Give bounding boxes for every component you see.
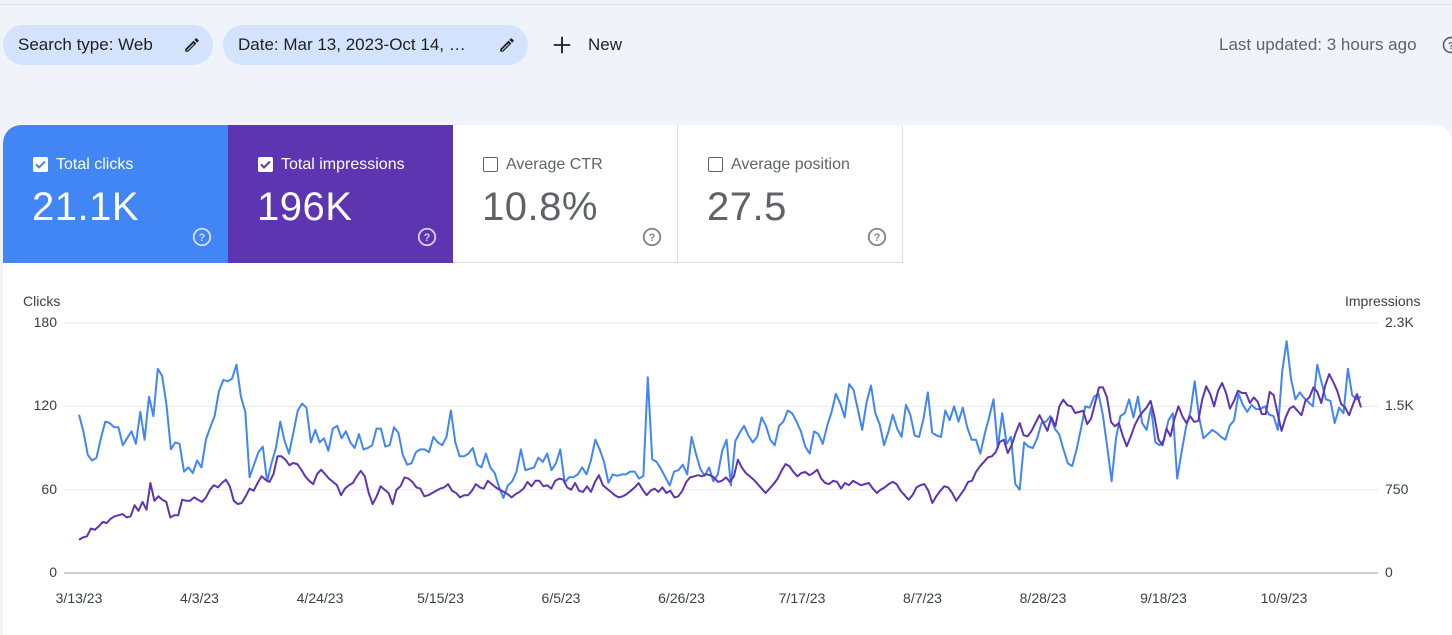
right-axis-tick: 0 <box>1385 564 1393 580</box>
new-filter-button[interactable]: New <box>551 30 622 60</box>
right-axis-tick: 2.3K <box>1385 314 1414 330</box>
search-type-filter-chip[interactable]: Search type: Web <box>3 25 213 65</box>
metric-value: 196K <box>257 185 353 229</box>
x-axis-tick: 5/15/23 <box>417 590 464 606</box>
right-axis-title: Impressions <box>1345 293 1421 309</box>
x-axis-tick: 6/5/23 <box>541 590 581 606</box>
top-divider <box>0 4 1452 5</box>
left-axis-tick: 120 <box>33 397 57 414</box>
metric-value: 21.1K <box>32 185 140 229</box>
edit-pencil-icon[interactable] <box>183 36 201 54</box>
help-icon[interactable]: ? <box>416 226 438 248</box>
svg-text:?: ? <box>424 232 431 244</box>
svg-text:?: ? <box>1448 41 1452 52</box>
date-filter-chip[interactable]: Date: Mar 13, 2023-Oct 14, … <box>223 25 528 65</box>
new-filter-label: New <box>588 35 623 54</box>
help-icon[interactable]: ? <box>191 226 213 248</box>
checkbox-checked-icon[interactable] <box>258 157 273 172</box>
right-axis-tick: 750 <box>1385 480 1409 497</box>
help-icon[interactable]: ? <box>641 226 663 248</box>
last-updated-text: Last updated: 3 hours ago <box>1219 35 1417 54</box>
x-axis-tick: 3/13/23 <box>55 590 103 606</box>
help-icon[interactable]: ? <box>1441 35 1452 55</box>
search-type-label: Search type: Web <box>18 35 153 54</box>
left-axis-tick: 0 <box>49 564 57 580</box>
x-axis-tick: 8/28/23 <box>1019 590 1067 606</box>
impressions-series-line[interactable] <box>78 373 1362 541</box>
left-axis-tick: 180 <box>33 314 57 330</box>
metric-value: 10.8% <box>482 185 598 229</box>
metric-average-ctr[interactable]: Average CTR 10.8% ? <box>453 125 678 263</box>
metric-total-clicks[interactable]: Total clicks 21.1K ? <box>3 125 228 263</box>
edit-pencil-icon[interactable] <box>498 36 516 54</box>
left-axis-tick: 60 <box>41 480 57 497</box>
x-axis-tick: 4/24/23 <box>296 590 344 606</box>
x-axis-tick: 8/7/23 <box>903 590 942 606</box>
x-axis-tick: 9/18/23 <box>1140 590 1187 606</box>
x-axis-tick: 7/17/23 <box>778 590 826 606</box>
clicks-series-line[interactable] <box>78 340 1362 499</box>
svg-text:?: ? <box>649 232 656 244</box>
metric-label: Average position <box>731 156 850 173</box>
svg-text:?: ? <box>874 232 881 244</box>
right-axis-tick: 1.5K <box>1385 397 1414 414</box>
plus-icon <box>553 36 571 54</box>
x-axis-tick: 10/9/23 <box>1260 590 1308 606</box>
help-icon[interactable]: ? <box>866 226 888 248</box>
performance-line-chart[interactable] <box>3 125 1452 635</box>
metric-value: 27.5 <box>707 185 787 229</box>
checkbox-unchecked-icon[interactable] <box>483 157 498 172</box>
metric-label: Total clicks <box>56 156 134 173</box>
performance-card: Total clicks 21.1K ? Total impressions 1… <box>3 125 1452 635</box>
metric-label: Total impressions <box>281 156 405 173</box>
x-axis-tick: 4/3/23 <box>180 590 219 606</box>
metric-total-impressions[interactable]: Total impressions 196K ? <box>228 125 453 263</box>
checkbox-unchecked-icon[interactable] <box>708 157 723 172</box>
metric-average-position[interactable]: Average position 27.5 ? <box>678 125 903 263</box>
svg-text:?: ? <box>199 232 206 244</box>
left-axis-title: Clicks <box>23 293 61 309</box>
metric-label: Average CTR <box>506 156 603 173</box>
x-axis-tick: 6/26/23 <box>658 590 705 606</box>
checkbox-checked-icon[interactable] <box>33 157 48 172</box>
date-range-label: Date: Mar 13, 2023-Oct 14, … <box>238 35 466 54</box>
